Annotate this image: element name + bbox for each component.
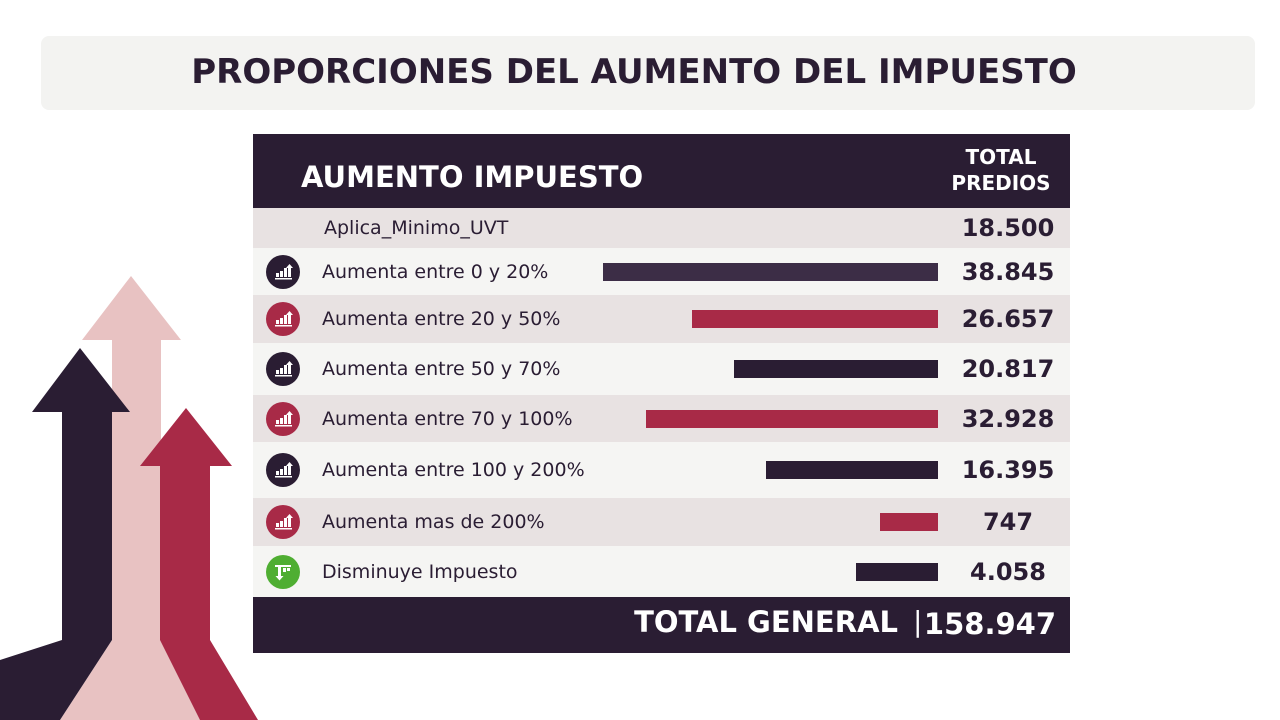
row-value: 38.845: [961, 257, 1055, 286]
category-header: AUMENTO IMPUESTO: [301, 160, 644, 194]
bar: [879, 513, 938, 531]
table-row: Aumenta entre 20 y 50% 26.657: [253, 295, 1070, 343]
total-label: TOTAL GENERAL: [634, 605, 898, 639]
bar: [855, 562, 938, 581]
table-row: Aumenta entre 100 y 200% 16.395: [253, 442, 1070, 498]
chart-up-icon: [266, 302, 300, 336]
chart-up-icon: [266, 401, 300, 436]
row-value: 18.500: [961, 214, 1055, 242]
table-row: Aumenta entre 50 y 70% 20.817: [253, 343, 1070, 395]
chart-up-icon: [266, 453, 300, 487]
page-title: PROPORCIONES DEL AUMENTO DEL IMPUESTO: [191, 52, 1077, 92]
total-row: TOTAL GENERAL | 158.947: [253, 597, 1070, 653]
table-row: Disminuye Impuesto 4.058: [253, 546, 1070, 597]
table-row: Aumenta entre 70 y 100% 32.928: [253, 395, 1070, 442]
bar: [766, 461, 938, 479]
row-label: Aumenta entre 70 y 100%: [322, 407, 573, 430]
row-label: Aumenta entre 0 y 20%: [322, 260, 549, 283]
decorative-arrows: [0, 276, 258, 720]
row-label: Aumenta entre 100 y 200%: [322, 459, 585, 481]
row-value: 20.817: [961, 355, 1055, 383]
chart-up-icon: [266, 254, 300, 289]
row-value: 747: [982, 508, 1034, 536]
row-label: Disminuye Impuesto: [322, 560, 518, 583]
total-separator: |: [913, 605, 923, 638]
row-value: 16.395: [961, 456, 1055, 484]
table-row: Aumenta entre 0 y 20% 38.845: [253, 248, 1070, 295]
red-arrow: [140, 408, 258, 720]
title-banner: [41, 36, 1255, 110]
value-header: TOTAL PREDIOS: [951, 145, 1051, 195]
bar: [646, 409, 938, 428]
chart-down-icon: [266, 554, 300, 589]
row-label: Aumenta entre 50 y 70%: [322, 358, 561, 380]
row-label: Aumenta mas de 200%: [322, 511, 545, 533]
total-value: 158.947: [923, 607, 1056, 641]
row-label: Aumenta entre 20 y 50%: [322, 308, 561, 330]
bar: [602, 262, 938, 281]
row-value: 32.928: [961, 404, 1055, 433]
row-label: Aplica_Minimo_UVT: [324, 217, 509, 239]
pink-arrow: [60, 276, 205, 720]
table-row: Aplica_Minimo_UVT 18.500: [253, 208, 1070, 248]
row-value: 4.058: [970, 557, 1046, 586]
chart-up-icon: [266, 505, 300, 539]
dark-arrow: [0, 348, 130, 720]
bar: [734, 360, 938, 378]
row-value: 26.657: [961, 305, 1055, 333]
table-header: AUMENTO IMPUESTO TOTAL PREDIOS: [253, 134, 1070, 208]
table-row: Aumenta mas de 200% 747: [253, 498, 1070, 546]
tax-table: AUMENTO IMPUESTO TOTAL PREDIOS Aplica_Mi…: [253, 134, 1070, 653]
bar: [691, 310, 938, 328]
chart-up-icon: [266, 352, 300, 386]
